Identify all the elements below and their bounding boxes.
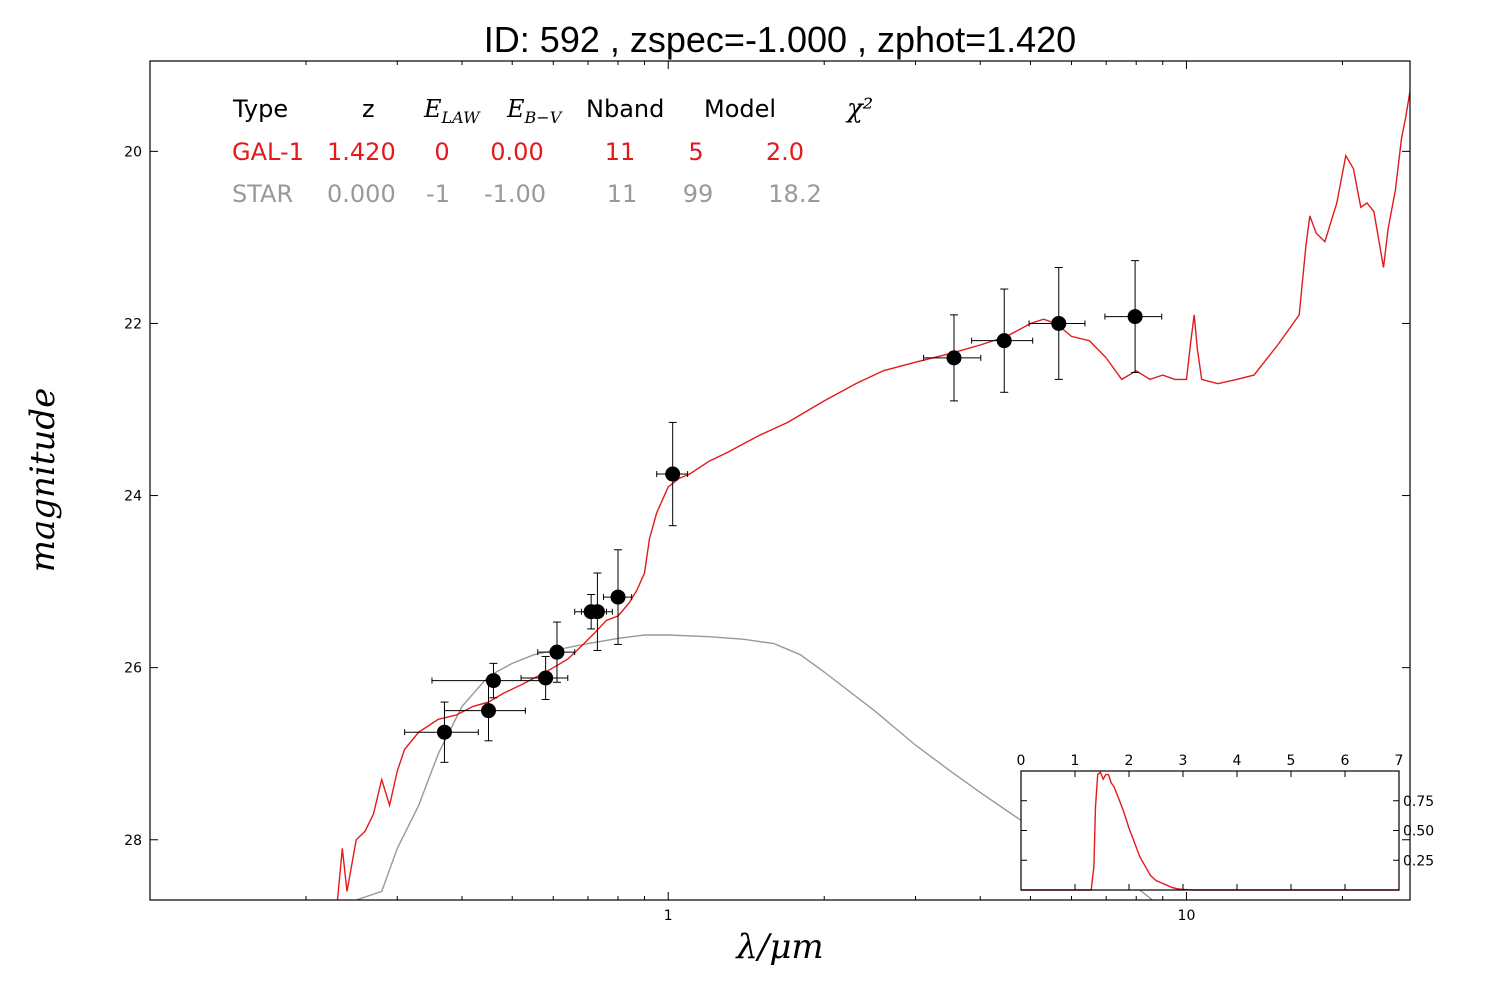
legend-cell: 11 [607, 180, 638, 208]
inset-y-tick-label: 0.25 [1403, 853, 1434, 869]
legend-cell: 0 [434, 138, 449, 166]
inset-y-tick-label: 0.75 [1403, 794, 1434, 810]
legend-header-nband: Nband [586, 95, 664, 123]
x-tick-label: 1 [664, 908, 673, 924]
inset-x-tick-label: 2 [1125, 753, 1134, 769]
inset-frame [1020, 770, 1400, 891]
legend-cell: 5 [688, 138, 703, 166]
photometry-point [481, 703, 497, 719]
photometry-point [549, 644, 565, 660]
legend-header-elaw: ELAW [423, 95, 481, 127]
legend-cell: -1 [426, 180, 450, 208]
y-tick-label: 22 [124, 316, 142, 332]
photometry-point [1127, 309, 1143, 325]
legend-header-ebv: EB−V [506, 95, 563, 127]
photometry-point [946, 350, 962, 366]
inset-x-tick-label: 0 [1017, 753, 1026, 769]
legend-header-z: z [362, 95, 375, 123]
y-tick-label: 26 [124, 661, 142, 677]
y-tick-label: 28 [124, 833, 142, 849]
photometry-point [538, 670, 554, 686]
plot-frame [149, 60, 1411, 901]
photometry-point [996, 333, 1012, 349]
chart-title: ID: 592 , zspec=-1.000 , zphot=1.420 [484, 19, 1076, 60]
legend-cell: 2.0 [766, 138, 804, 166]
pdf-curve [1021, 771, 1399, 891]
y-tick-label: 20 [124, 144, 142, 160]
legend-cell: 11 [605, 138, 636, 166]
legend-header-model: Model [704, 95, 776, 123]
y-axis-label: magnitude [23, 388, 63, 573]
photometry-point [485, 673, 501, 689]
x-tick-label: 10 [1178, 908, 1196, 924]
inset-x-tick-label: 6 [1341, 753, 1350, 769]
inset-pdf-plot: 0 1 2 3 4 5 6 7 0.25 0.50 0.75 [1017, 753, 1434, 891]
legend-row-star: STAR 0.000 -1 -1.00 11 99 18.2 [232, 180, 822, 208]
legend-header-chi2: χ² [845, 94, 873, 124]
legend-cell: -1.00 [484, 180, 546, 208]
photometry-point [665, 466, 681, 482]
photometry-point [589, 604, 605, 620]
inset-x-tick-label: 5 [1287, 753, 1296, 769]
photometry-point [610, 589, 626, 605]
photometry-points [404, 260, 1163, 763]
legend-row-galaxy: GAL-1 1.420 0 0.00 11 5 2.0 [232, 138, 804, 166]
axis-ticks [149, 61, 1410, 900]
legend-cell: STAR [232, 180, 293, 208]
legend-cell: 0.00 [490, 138, 543, 166]
inset-background [1021, 771, 1399, 890]
photometry-point [436, 724, 452, 740]
inset-y-tick-label: 0.50 [1403, 824, 1434, 840]
legend-cell: 0.000 [327, 180, 396, 208]
inset-x-tick-label: 4 [1233, 753, 1242, 769]
x-axis-label: λ/μm [734, 927, 823, 967]
legend-cell: 1.420 [327, 138, 396, 166]
legend-cell: 99 [683, 180, 714, 208]
legend-cell: GAL-1 [232, 138, 304, 166]
photometry-point [1051, 315, 1067, 331]
inset-x-tick-label: 7 [1395, 753, 1404, 769]
inset-x-tick-label: 1 [1071, 753, 1080, 769]
inset-x-tick-label: 3 [1179, 753, 1188, 769]
legend-header-type: Type [232, 95, 288, 123]
legend-cell: 18.2 [768, 180, 821, 208]
legend-table: Type z ELAW EB−V Nband Model χ² GAL-1 1.… [232, 94, 873, 208]
y-tick-label: 24 [124, 489, 142, 505]
